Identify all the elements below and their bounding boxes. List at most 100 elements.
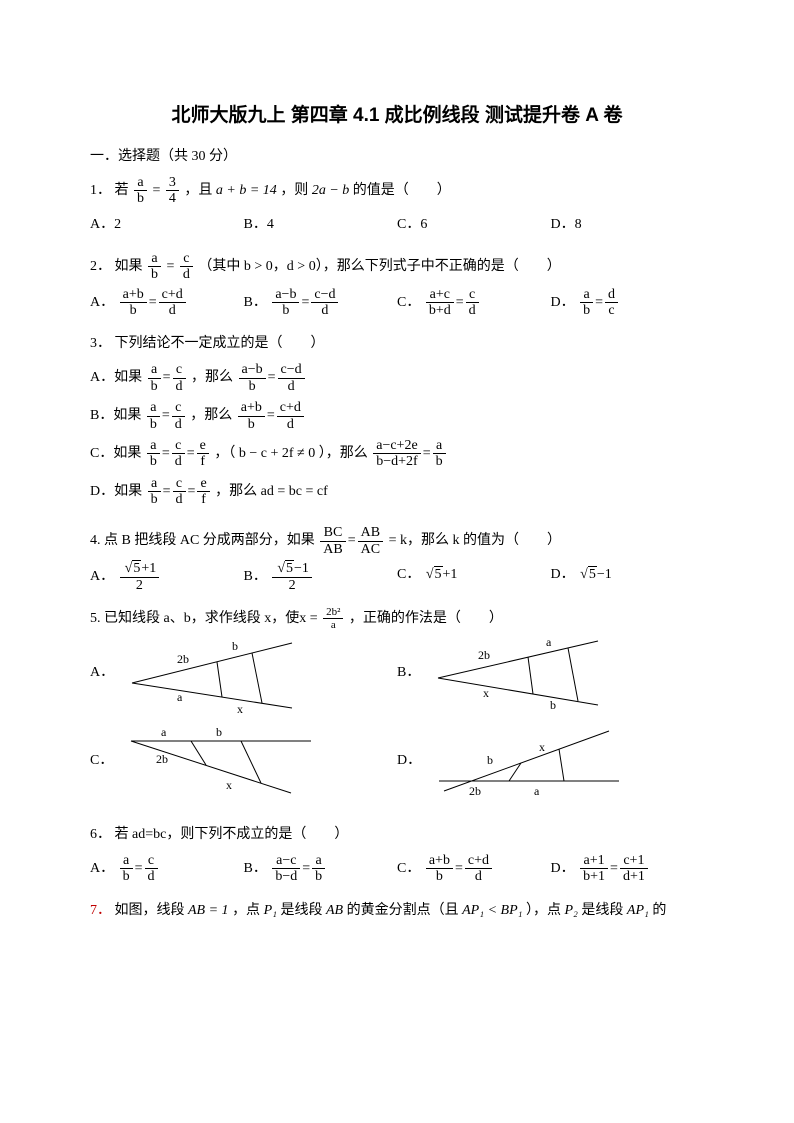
q1-expr: 2a − b [312,183,349,198]
page-content: 北师大版九上 第四章 4.1 成比例线段 测试提升卷 A 卷 一．选择题（共 3… [0,0,794,977]
q6-opt-a: A． ab=cd [90,853,244,885]
frac: ef [197,476,209,508]
q6-opt-b: B． a−cb−d=ab [244,853,398,885]
q4-opt-c: C． 5+1 [397,561,551,593]
question-3: 3． 下列结论不一定成立的是（ ） A．如果 ab=cd ，那么 a−bb=c−… [90,330,704,513]
q7-num: 7． [90,903,111,918]
svg-text:a: a [546,635,552,649]
section-header: 一．选择题（共 30 分） [90,145,704,165]
frac: ab [148,251,161,283]
q5-opt-c: C． a b 2b x [90,721,397,801]
frac: c−dd [278,362,305,394]
frac: cd [180,251,193,283]
question-5: 5. 已知线段 a、b，求作线段 x，使x = 2b²a ，正确的作法是（ ） … [90,605,704,809]
q1-opt-c: C．6 [397,211,551,239]
frac: a+bb [120,287,147,319]
q7-cond: AP₁ < BP₁ [462,903,522,918]
svg-text:x: x [237,702,243,713]
q2-opt-d: D． ab=dc [551,287,705,319]
svg-text:a: a [177,690,183,704]
q4-text: 点 B 把线段 AC 分成两部分，如果 [104,534,315,549]
frac: c+dd [465,853,492,885]
svg-text:x: x [483,686,489,700]
q2-options: A． a+bb=c+dd B． a−bb=c−dd C． a+cb+d=cd D… [90,287,704,319]
frac: 34 [166,175,179,207]
q1-opt-a: A．2 [90,211,244,239]
q2-opt-a: A． a+bb=c+dd [90,287,244,319]
q2-opt-c: C． a+cb+d=cd [397,287,551,319]
frac: cd [172,438,185,470]
question-6: 6． 若 ad=bc，则下列不成立的是（ ） A． ab=cd B． a−cb−… [90,821,704,885]
q4-opt-d: D． 5−1 [551,561,705,593]
q3-num: 3． [90,336,111,351]
svg-text:a: a [534,784,540,798]
q2-opt-b: B． a−bb=c−dd [244,287,398,319]
q7-t: 如图，线段 [115,903,185,918]
q4-options: A． 5+12 B． 5−12 C． 5+1 D． 5−1 [90,561,704,593]
q6-stem: 若 ad=bc，则下列不成立的是（ ） [115,827,349,842]
q1-text: 的值是（ ） [353,183,451,198]
frac: a+cb+d [426,287,454,319]
sqrt-icon: 5 [424,561,443,589]
frac: 2b²a [323,606,343,631]
q7-t: 的黄金分割点（且 [347,903,459,918]
svg-text:b: b [216,725,222,739]
q2-num: 2． [90,259,111,274]
q3-stem: 下列结论不一定成立的是（ ） [115,336,325,351]
q3-opt-a: A．如果 ab=cd ，那么 a−bb=c−dd [90,362,704,394]
q1-cond: a + b = 14 [216,183,277,198]
q6-num: 6． [90,827,111,842]
frac: a−cb−d [272,853,300,885]
frac: 5+12 [120,561,160,593]
frac: a+1b+1 [580,853,608,885]
q5-text: 已知线段 a、b，求作线段 x，使x = [104,611,318,626]
frac: a−bb [272,287,299,319]
sqrt-icon: 5 [578,561,597,589]
q1-opt-d: D．8 [551,211,705,239]
q6-opt-c: C． a+bb=c+dd [397,853,551,885]
svg-text:2b: 2b [156,752,168,766]
diagram-b: 2b a x b [428,633,608,713]
q7-t: 是线段 [280,903,322,918]
q7-t: ），点 [526,903,561,918]
frac: ab [580,287,593,319]
frac: ab [148,476,161,508]
q3-opt-b: B．如果 ab=cd ，那么 a+bb=c+dd [90,400,704,432]
diagram-c: a b 2b x [121,721,321,801]
q6-options: A． ab=cd B． a−cb−d=ab C． a+bb=c+dd D． a+… [90,853,704,885]
frac: a+bb [238,400,265,432]
frac: cd [172,400,185,432]
question-1: 1． 若 ab = 34 ，且 a + b = 14 ，则 2a − b 的值是… [90,175,704,239]
svg-text:2b: 2b [177,652,189,666]
svg-text:a: a [161,725,167,739]
q3-opt-c: C．如果 ab=cd=ef ，（ b − c + 2f ≠ 0 ），那么 a−c… [90,438,704,470]
svg-text:x: x [226,778,232,792]
frac: ab [134,175,147,207]
frac: ab [148,362,161,394]
frac: 5−12 [272,561,312,593]
q6-opt-d: D． a+1b+1=c+1d+1 [551,853,705,885]
q5-num: 5. [90,611,101,626]
frac: dc [605,287,618,319]
frac: ef [197,438,209,470]
q4-text: = k，那么 k 的值为（ ） [389,534,561,549]
frac: ab [120,853,133,885]
q3-options: A．如果 ab=cd ，那么 a−bb=c−dd B．如果 ab=cd ，那么 … [90,362,704,513]
q4-num: 4. [90,534,101,549]
svg-text:x: x [539,740,545,754]
q7-t: 的 [652,903,666,918]
q7-t: ，点 [232,903,260,918]
frac: cd [145,853,158,885]
q5-opt-a: A． 2b b a x [90,633,397,713]
q1-text: ，且 [184,183,212,198]
question-4: 4. 点 B 把线段 AC 分成两部分，如果 BCAB=ABAC = k，那么 … [90,525,704,593]
frac: BCAB [320,525,345,557]
q2-text: （其中 b > 0，d > 0），那么下列式子中不正确的是（ ） [198,259,560,274]
svg-text:b: b [232,639,238,653]
diagram-a: 2b b a x [122,633,302,713]
frac: c+1d+1 [620,853,648,885]
question-7: 7． 如图，线段 AB = 1 ，点 P₁ 是线段 AB 的黄金分割点（且 AP… [90,897,704,925]
q2-text: 如果 [115,259,143,274]
svg-text:2b: 2b [478,648,490,662]
q7-ab2: AB [326,903,343,918]
